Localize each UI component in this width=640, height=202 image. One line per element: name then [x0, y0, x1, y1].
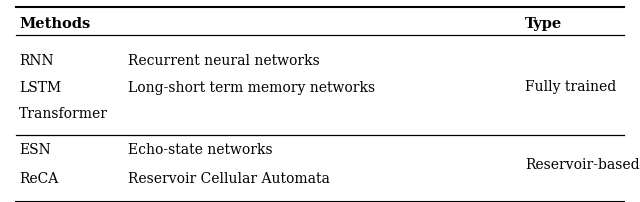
Text: Fully trained: Fully trained — [525, 80, 616, 94]
Text: LSTM: LSTM — [19, 81, 61, 95]
Text: Methods: Methods — [19, 17, 90, 31]
Text: ESN: ESN — [19, 143, 51, 158]
Text: RNN: RNN — [19, 54, 54, 68]
Text: Recurrent neural networks: Recurrent neural networks — [128, 54, 320, 68]
Text: Long-short term memory networks: Long-short term memory networks — [128, 81, 375, 95]
Text: Reservoir Cellular Automata: Reservoir Cellular Automata — [128, 172, 330, 186]
Text: Echo-state networks: Echo-state networks — [128, 143, 273, 158]
Text: Reservoir-based: Reservoir-based — [525, 158, 639, 172]
Text: ReCA: ReCA — [19, 172, 58, 186]
Text: Transformer: Transformer — [19, 107, 108, 121]
Text: Type: Type — [525, 17, 562, 31]
